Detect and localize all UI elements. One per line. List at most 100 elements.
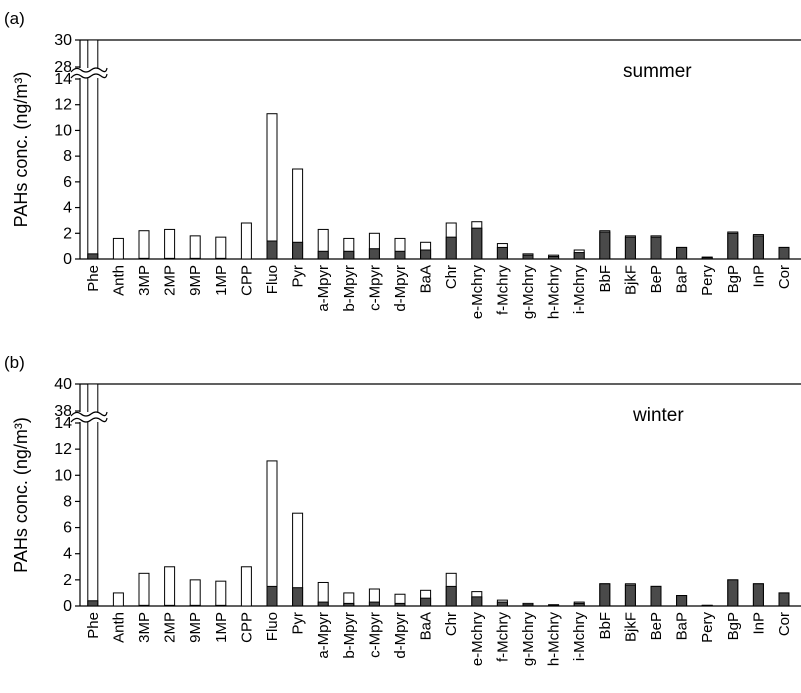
x-tick-label: Pery <box>699 265 716 296</box>
bar-total <box>164 228 176 260</box>
bar-dark-part <box>727 579 739 607</box>
x-tick-label: 9MP <box>187 612 204 643</box>
y-tick-label: 0 <box>63 598 72 615</box>
bar-dark-part <box>87 600 99 607</box>
y-tick-label: 30 <box>54 32 72 49</box>
season-label: summer <box>623 61 692 82</box>
bar-dark-part <box>420 249 432 260</box>
bar-dark-part <box>215 604 227 607</box>
x-tick-label: BaA <box>418 612 435 640</box>
x-tick-label: CPP <box>238 612 255 643</box>
y-axis-label: PAHs conc. (ng/m³) <box>11 72 31 228</box>
bar-dark-part <box>624 236 636 260</box>
bar-dark-part <box>573 252 585 260</box>
bar-total <box>215 580 227 607</box>
bar-dark-part <box>599 231 611 260</box>
axis-break-mark <box>70 73 108 79</box>
bar-dark-part <box>701 604 713 607</box>
bar-dark-part <box>317 601 329 607</box>
y-tick-label: 38 <box>54 403 72 420</box>
x-tick-label: 3MP <box>136 265 153 296</box>
bar-dark-part <box>752 235 764 260</box>
bar-dark-part <box>496 601 508 607</box>
bar-dark-part <box>394 602 406 607</box>
y-tick-label: 40 <box>54 376 72 393</box>
x-tick-label: CPP <box>238 265 255 296</box>
x-tick-label: d-Mpyr <box>392 265 409 312</box>
x-tick-label: 1MP <box>213 265 230 296</box>
bar-total <box>138 230 150 260</box>
y-tick-label: 6 <box>63 174 72 191</box>
y-tick-label: 28 <box>54 59 72 76</box>
x-tick-label: Cor <box>776 612 793 636</box>
x-tick-label: BaP <box>674 265 691 293</box>
bar-total <box>112 237 124 260</box>
bar-dark-part <box>752 583 764 607</box>
panel-label: (a) <box>4 9 25 28</box>
bar-dark-part <box>420 597 432 607</box>
bar-dark-part <box>368 601 380 607</box>
y-tick-label: 4 <box>63 200 72 217</box>
x-tick-label: BeP <box>648 612 665 640</box>
bar-dark-part <box>522 254 534 260</box>
x-tick-label: BeP <box>648 265 665 293</box>
x-tick-label: BaP <box>674 612 691 640</box>
x-tick-label: b-Mpyr <box>341 265 358 312</box>
bar-dark-part <box>343 602 355 607</box>
y-tick-label: 8 <box>63 148 72 165</box>
bar-dark-part <box>292 587 304 607</box>
x-tick-label: d-Mpyr <box>392 612 409 659</box>
x-tick-label: BbF <box>597 612 614 640</box>
bar-total <box>189 235 201 260</box>
bar-dark-part <box>650 236 662 260</box>
bar-dark-part <box>676 246 688 260</box>
bar-total <box>266 113 278 260</box>
x-tick-label: g-Mchry <box>520 265 537 320</box>
bar-dark-part <box>317 250 329 260</box>
bar-total <box>240 566 252 607</box>
x-tick-label: InP <box>750 265 767 288</box>
bar-total <box>112 592 124 607</box>
bar-dark-part <box>292 241 304 260</box>
x-tick-label: h-Mchry <box>546 265 563 320</box>
x-tick-label: i-Mchry <box>571 612 588 662</box>
x-tick-label: Fluo <box>264 612 281 641</box>
x-tick-label: BjkF <box>622 265 639 295</box>
x-tick-label: 2MP <box>162 265 179 296</box>
bar-total <box>164 566 176 607</box>
bar-dark-part <box>676 595 688 607</box>
x-tick-label: BbF <box>597 265 614 293</box>
x-tick-label: Pyr <box>290 612 307 635</box>
y-tick-label: 14 <box>54 415 72 432</box>
bar-total <box>215 236 227 260</box>
bar-dark-part <box>496 246 508 260</box>
bar-dark-part <box>445 236 457 260</box>
bar-dark-part <box>164 604 176 607</box>
bar-dark-part <box>343 250 355 260</box>
x-tick-label: a-Mpyr <box>315 265 332 312</box>
x-tick-label: b-Mpyr <box>341 612 358 659</box>
x-tick-label: 9MP <box>187 265 204 296</box>
bar-dark-part <box>87 253 99 260</box>
x-tick-label: 2MP <box>162 612 179 643</box>
x-tick-label: BaA <box>418 265 435 293</box>
bar-dark-part <box>522 604 534 607</box>
x-tick-label: e-Mchry <box>469 265 486 320</box>
x-tick-label: f-Mchry <box>494 265 511 315</box>
y-axis-label: PAHs conc. (ng/m³) <box>11 417 31 573</box>
y-tick-label: 14 <box>54 71 72 88</box>
bar-dark-part <box>189 604 201 607</box>
x-tick-label: Pery <box>699 612 716 643</box>
bar-dark-part <box>394 250 406 260</box>
y-tick-label: 6 <box>63 520 72 537</box>
y-tick-label: 12 <box>54 97 72 114</box>
bar-dark-part <box>164 257 176 260</box>
x-tick-label: Cor <box>776 265 793 289</box>
x-tick-label: a-Mpyr <box>315 612 332 659</box>
y-tick-label: 8 <box>63 493 72 510</box>
axis-break-mark <box>70 417 108 423</box>
axis-break-gap <box>71 68 107 78</box>
x-tick-label: Anth <box>110 265 127 296</box>
x-tick-label: i-Mchry <box>571 265 588 315</box>
